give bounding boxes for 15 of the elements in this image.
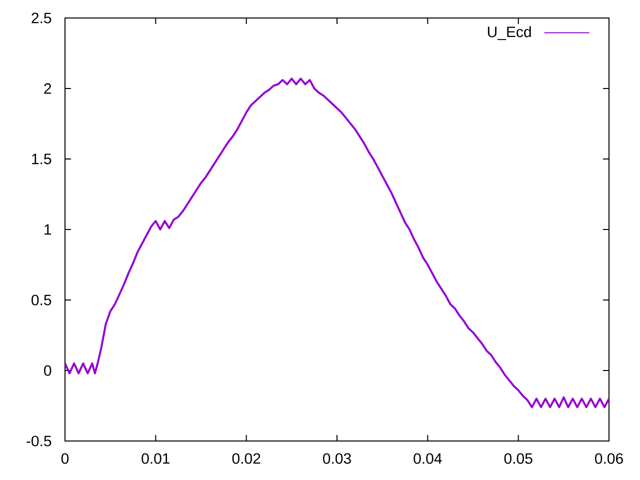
y-tick-label: 0 (44, 365, 52, 376)
x-tick-label: 0.03 (323, 453, 351, 464)
x-tick-label: 0.05 (504, 453, 532, 464)
x-tick-label: 0.06 (595, 453, 623, 464)
x-tick-label: 0 (61, 453, 69, 464)
y-tick-label: 2 (44, 83, 52, 94)
y-tick-label: 2.5 (32, 12, 52, 24)
x-tick-label: 0.02 (232, 453, 260, 464)
y-tick-label: 0.5 (32, 294, 52, 306)
x-tick-label: 0.01 (142, 453, 170, 464)
y-tick-label: 1.5 (32, 154, 52, 164)
x-tick-label: 0.04 (414, 453, 442, 464)
y-tick-label: -0.5 (26, 436, 52, 446)
y-tick-label: 1 (44, 224, 52, 235)
legend-label: U_Ecd (488, 26, 531, 40)
